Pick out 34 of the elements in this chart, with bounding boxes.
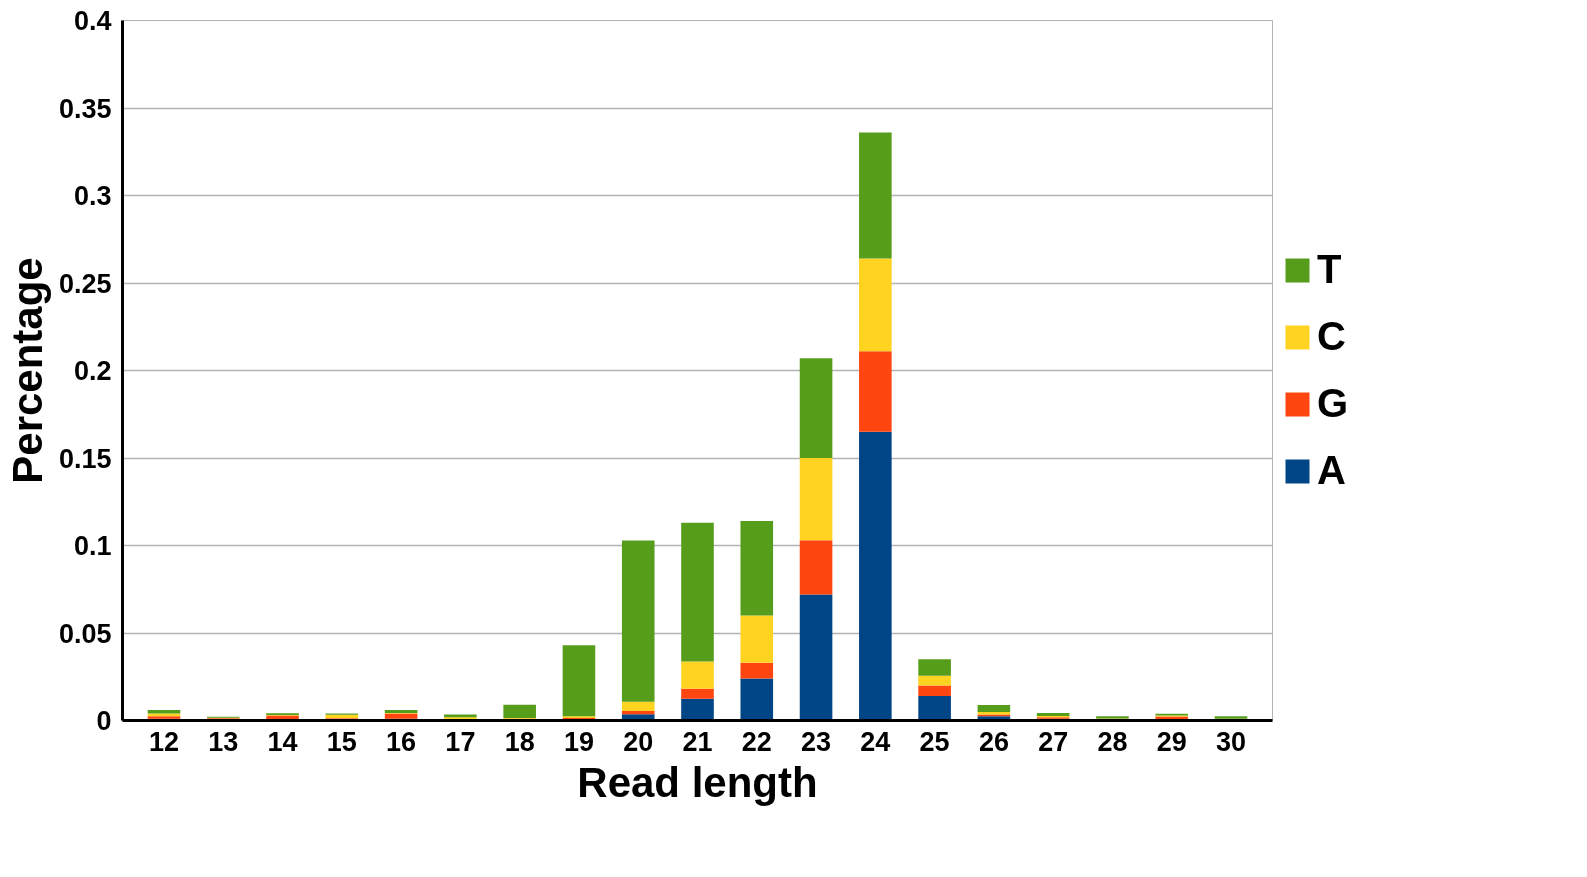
x-tick-label: 12 [148,726,180,757]
x-tick-label: 27 [1038,726,1069,757]
legend-label: C [1317,314,1346,359]
legend-label: A [1317,448,1346,493]
legend-label: G [1317,381,1349,426]
x-tick-label: 30 [1215,726,1247,757]
y-tick-label: 0.05 [58,618,112,649]
y-tick-label: 0.1 [73,531,112,561]
x-tick-label: 25 [919,726,950,757]
x-tick-label: 24 [860,726,891,757]
x-tick-label: 18 [504,726,535,757]
x-axis-title: Read length [577,758,818,806]
x-tick-label: 13 [208,726,239,757]
y-tick-label: 0 [96,706,112,736]
y-tick-label: 0.25 [58,268,112,299]
x-tick-label: 17 [445,726,476,757]
y-tick-label: 0.2 [73,356,112,386]
y-tick-label: 0.3 [73,181,112,211]
y-axis-title: Percentage [3,257,51,484]
x-tick-label: 19 [563,726,594,757]
x-tick-label: 14 [267,726,298,757]
y-tick-label: 0.4 [73,6,112,36]
x-tick-label: 29 [1156,726,1187,757]
x-tick-label: 23 [801,726,832,757]
y-tick-label: 0.15 [58,443,112,474]
legend-label: T [1317,247,1342,292]
x-tick-label: 22 [741,726,772,757]
x-tick-label: 20 [623,726,654,757]
x-tick-label: 28 [1097,726,1128,757]
x-tick-label: 21 [682,726,713,757]
x-tick-label: 16 [386,726,417,757]
y-tick-label: 0.35 [58,93,112,124]
x-tick-label: 15 [326,726,357,757]
x-tick-label: 26 [978,726,1009,757]
